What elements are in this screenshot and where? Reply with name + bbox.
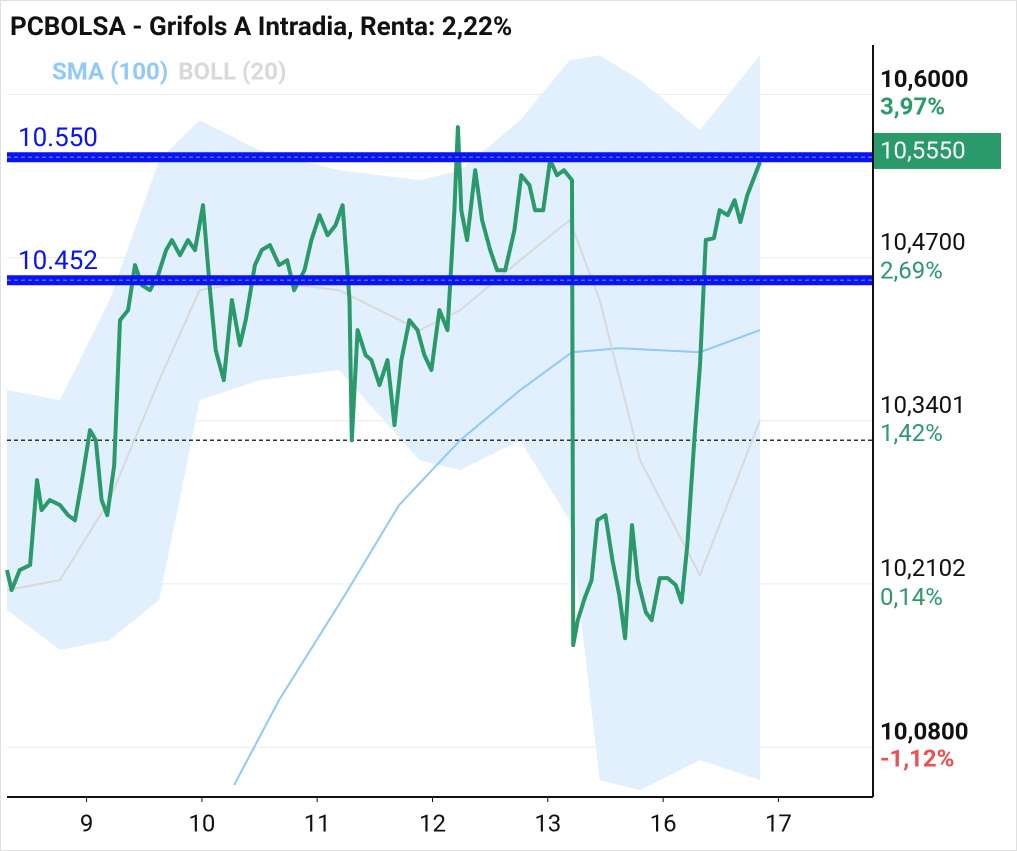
legend-entry: SMA (100) [52, 57, 168, 85]
y-tick-label: 10,0800 [880, 718, 969, 746]
indicator-line [6, 219, 761, 592]
y-tick-label: 10,2102 [880, 554, 966, 582]
plot-area: 10.550 10.452 [5, 55, 873, 791]
y2-tick-label: -1,12% [880, 745, 954, 773]
level-label: 10.452 [18, 246, 98, 276]
last-price-label: 10,5550 [880, 136, 966, 164]
x-tick-label: 9 [80, 809, 94, 837]
x-tick-label: 11 [304, 809, 331, 837]
level-label: 10.550 [18, 123, 98, 153]
x-tick-label: 13 [534, 809, 561, 837]
title-bar [7, 8, 873, 46]
indicator-line [233, 329, 761, 786]
y-tick-label: 10,3401 [880, 391, 966, 419]
x-tick-label: 12 [419, 809, 446, 837]
y2-tick-label: 1,42% [880, 419, 943, 447]
y2-tick-label: 2,69% [880, 256, 943, 284]
legend-entry: BOLL (20) [178, 57, 286, 85]
x-tick-label: 16 [650, 809, 677, 837]
y2-tick-label: 0,14% [880, 583, 943, 611]
last-price-box [874, 132, 1001, 169]
y-tick-label: 10,6000 [880, 65, 969, 93]
x-tick-label: 17 [765, 809, 792, 837]
chart-title: PCBOLSA - Grifols A Intradia, Renta: 2,2… [10, 12, 512, 42]
y2-tick-label: 3,97% [880, 92, 945, 120]
y-tick-label: 10,4700 [880, 228, 966, 256]
x-tick-label: 10 [188, 809, 215, 837]
